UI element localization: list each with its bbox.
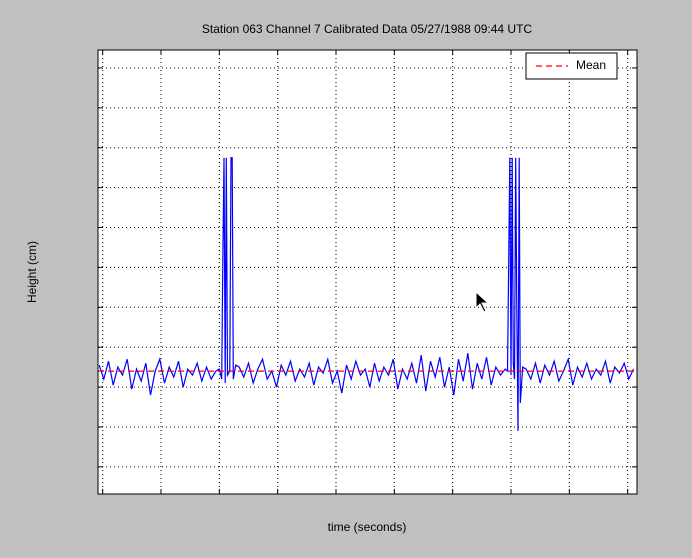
- plot-layer: 9501000105011001150120012501300135014001…: [98, 50, 637, 494]
- x-axis-label: time (seconds): [328, 520, 407, 534]
- plot-frame: [97, 49, 638, 495]
- plot-area: [98, 50, 637, 494]
- legend-label: Mean: [576, 58, 606, 72]
- data-line: [98, 157, 635, 432]
- y-axis-label: Height (cm): [25, 241, 39, 303]
- chart-title: Station 063 Channel 7 Calibrated Data 05…: [202, 22, 533, 36]
- mouse-cursor: [475, 290, 490, 313]
